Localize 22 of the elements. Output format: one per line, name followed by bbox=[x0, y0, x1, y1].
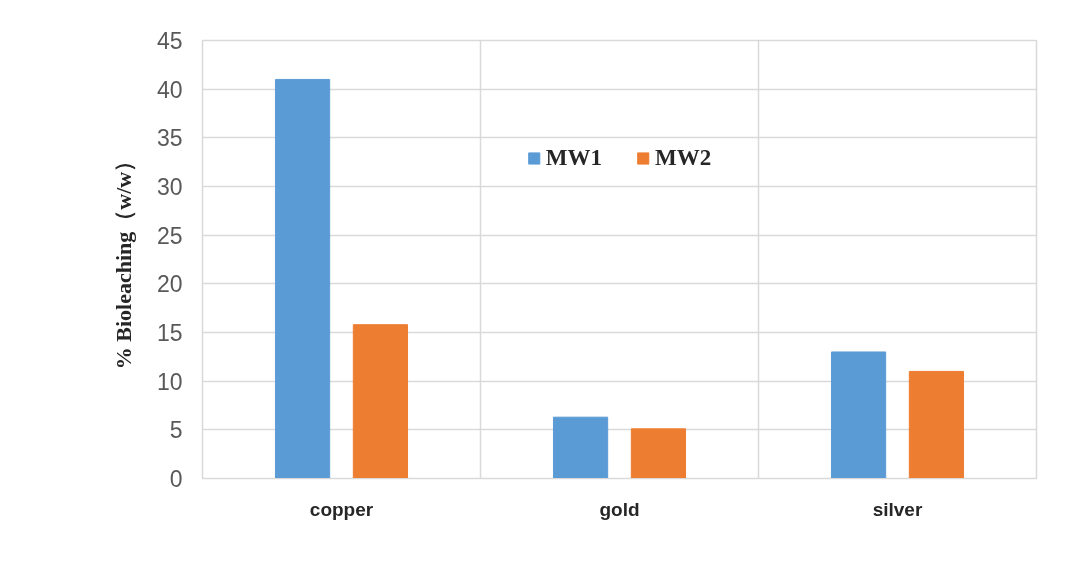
y-tick-label: 10 bbox=[156, 368, 183, 395]
y-tick-label: 40 bbox=[156, 76, 183, 103]
x-tick-label: copper bbox=[309, 498, 374, 520]
y-tick-label: 25 bbox=[156, 222, 183, 249]
y-tick-label: 45 bbox=[156, 28, 183, 54]
x-tick-label: silver bbox=[872, 498, 923, 520]
legend-label: MW2 bbox=[655, 145, 712, 171]
y-tick-label: 5 bbox=[169, 417, 183, 444]
bar bbox=[274, 78, 331, 479]
bar bbox=[908, 370, 965, 479]
bar bbox=[552, 416, 609, 479]
legend-label: MW1 bbox=[545, 145, 602, 171]
bar bbox=[352, 324, 409, 479]
bar bbox=[830, 351, 887, 479]
y-tick-label: 20 bbox=[156, 271, 183, 298]
y-tick-label: 0 bbox=[169, 466, 183, 492]
bar bbox=[630, 428, 687, 479]
y-tick-label: 30 bbox=[156, 174, 183, 200]
y-axis-title: % Bioleaching（w/w） bbox=[110, 149, 136, 370]
y-tick-label: 15 bbox=[156, 320, 183, 346]
y-tick-label: 35 bbox=[156, 125, 183, 152]
x-tick-label: gold bbox=[599, 498, 640, 520]
